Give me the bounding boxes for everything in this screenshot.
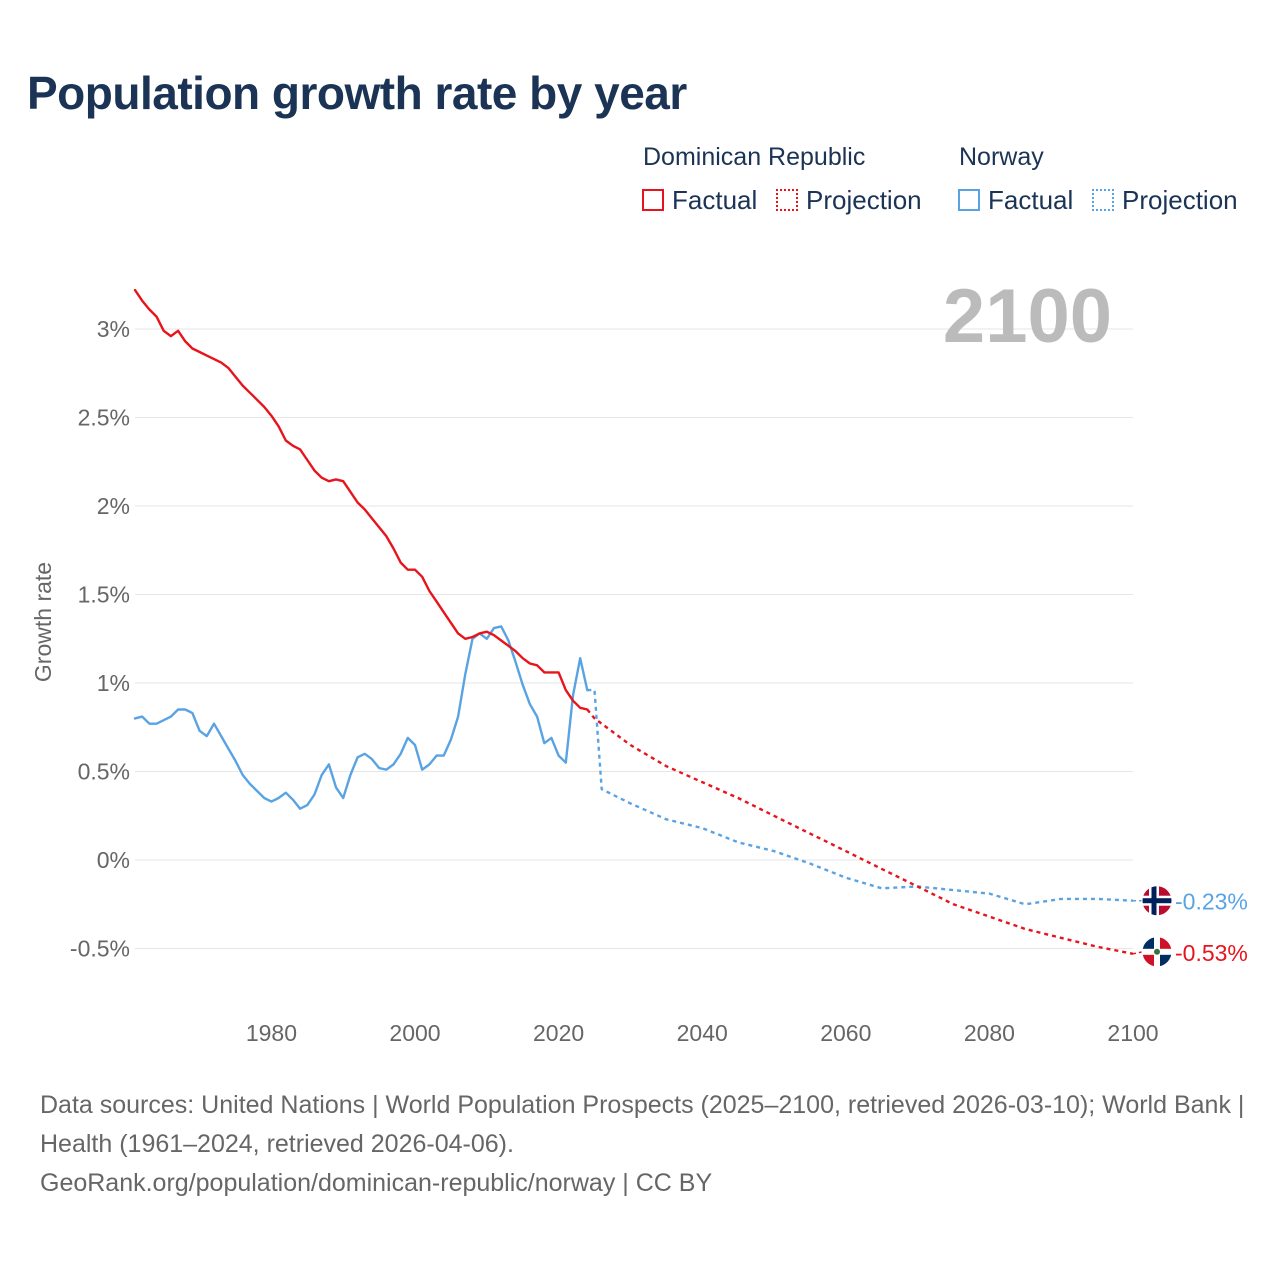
x-tick-label: 2060 xyxy=(820,1020,871,1046)
chart-title: Population growth rate by year xyxy=(27,67,687,119)
legend-item-dominican-republic-factual[interactable]: Factual xyxy=(642,184,757,216)
legend-group-dominican-republic: Dominican Republic xyxy=(643,143,866,171)
solid-swatch-icon xyxy=(958,189,980,211)
y-tick-label: 2% xyxy=(97,493,130,519)
x-tick-label: 2100 xyxy=(1107,1020,1158,1046)
norway-flag-icon xyxy=(1142,885,1172,916)
dominican-republic-factual-line[interactable] xyxy=(133,288,589,711)
norway-projection-line[interactable] xyxy=(587,688,1134,906)
y-tick-label: 0% xyxy=(97,847,130,873)
dominican-republic-projection-line[interactable] xyxy=(586,708,1134,955)
y-tick-label: 1% xyxy=(97,670,130,696)
end-value-label: -0.23% xyxy=(1175,889,1248,915)
data-sources: Data sources: United Nations | World Pop… xyxy=(40,1091,1245,1158)
x-tick-label: 2080 xyxy=(964,1020,1015,1046)
y-tick-label: 3% xyxy=(97,316,130,342)
x-tick-label: 2020 xyxy=(533,1020,584,1046)
y-tick-label: 1.5% xyxy=(78,582,130,608)
year-label: 2100 xyxy=(943,274,1112,359)
legend-group-norway: Norway xyxy=(959,143,1044,171)
y-tick-label: 0.5% xyxy=(78,759,130,785)
end-connector xyxy=(1132,951,1144,955)
y-tick-label: -0.5% xyxy=(70,936,130,962)
legend-item-norway-factual[interactable]: Factual xyxy=(958,184,1073,216)
x-tick-label: 1980 xyxy=(246,1020,297,1046)
dominican-republic-flag-icon xyxy=(1142,936,1172,967)
legend-label: Factual xyxy=(672,184,758,215)
legend-label: Projection xyxy=(1122,184,1238,215)
legend-label: Factual xyxy=(988,184,1074,215)
x-tick-label: 2000 xyxy=(389,1020,440,1046)
attribution: GeoRank.org/population/dominican-republi… xyxy=(40,1169,713,1197)
legend-item-dominican-republic-projection[interactable]: Projection xyxy=(776,184,922,216)
y-axis-label: Growth rate xyxy=(30,562,56,682)
end-value-label: -0.53% xyxy=(1175,940,1248,966)
flag-outline xyxy=(1141,885,1173,917)
norway-factual-line[interactable] xyxy=(133,625,589,810)
y-tick-label: 2.5% xyxy=(78,405,130,431)
legend-label: Projection xyxy=(806,184,922,215)
footer: Data sources: United Nations | World Pop… xyxy=(40,1086,1250,1203)
solid-swatch-icon xyxy=(642,189,664,211)
x-tick-label: 2040 xyxy=(677,1020,728,1046)
legend-item-norway-projection[interactable]: Projection xyxy=(1092,184,1238,216)
dotted-swatch-icon xyxy=(776,189,798,211)
flag-outline xyxy=(1141,936,1173,968)
dotted-swatch-icon xyxy=(1092,189,1114,211)
